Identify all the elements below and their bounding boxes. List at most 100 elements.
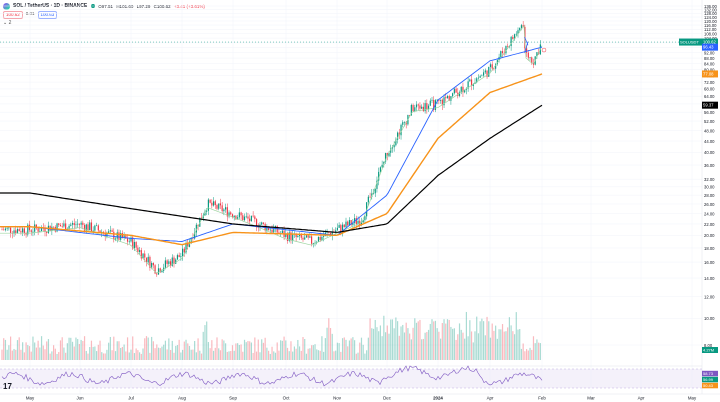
volume-bar bbox=[262, 342, 265, 360]
volume-bar bbox=[140, 353, 142, 360]
volume-bar bbox=[15, 349, 17, 360]
candle-body bbox=[472, 84, 474, 86]
candle-body bbox=[230, 212, 232, 215]
candle-body bbox=[395, 139, 397, 146]
candle-body bbox=[338, 225, 340, 228]
volume-bar bbox=[269, 353, 271, 360]
y-tick-label: 56.00 bbox=[704, 110, 715, 115]
candle-body bbox=[295, 233, 297, 238]
volume-bar bbox=[345, 339, 347, 360]
candle-body bbox=[427, 105, 430, 110]
sell-button[interactable]: 100.62 bbox=[3, 11, 23, 19]
volume-bar bbox=[37, 340, 39, 360]
y-tick-label: 88.00 bbox=[704, 56, 715, 61]
x-tick-label: May bbox=[26, 396, 35, 401]
candle-body bbox=[183, 248, 185, 253]
volume-bar bbox=[419, 319, 421, 360]
candle-body bbox=[323, 236, 325, 237]
volume-bar bbox=[479, 321, 481, 360]
candle-body bbox=[221, 205, 223, 212]
candle-body bbox=[228, 212, 230, 217]
volume-bar bbox=[231, 345, 234, 360]
volume-bar bbox=[163, 344, 165, 360]
volume-bar bbox=[1, 349, 3, 360]
candle-body bbox=[200, 217, 203, 219]
candle-body bbox=[341, 224, 344, 232]
volume-bar bbox=[510, 325, 512, 360]
volume-bar bbox=[199, 350, 201, 360]
candle-body bbox=[409, 115, 411, 116]
candle-body bbox=[77, 223, 79, 225]
candle-body bbox=[458, 92, 461, 96]
volume-bar bbox=[417, 321, 419, 360]
volume-bar bbox=[424, 332, 426, 360]
y-tick-label: 40.00 bbox=[704, 150, 715, 155]
volume-bar bbox=[519, 329, 521, 360]
candle-body bbox=[255, 219, 258, 228]
volume-bar bbox=[390, 319, 392, 360]
volume-bar bbox=[200, 353, 203, 360]
buy-button[interactable]: 100.63 bbox=[37, 11, 58, 19]
candle-body bbox=[30, 230, 32, 232]
volume-bar bbox=[59, 340, 62, 360]
candle-body bbox=[231, 214, 234, 218]
candle-body bbox=[393, 145, 395, 148]
volume-tag-value: 4.27M bbox=[703, 348, 714, 353]
candle-body bbox=[73, 223, 75, 226]
volume-bar bbox=[445, 323, 447, 360]
candle-body bbox=[512, 36, 514, 39]
candle-body bbox=[123, 235, 125, 238]
candle-body bbox=[526, 48, 528, 53]
candle-body bbox=[87, 224, 89, 230]
volume-bar bbox=[147, 337, 149, 360]
volume-bar bbox=[185, 339, 187, 360]
volume-bar bbox=[384, 332, 387, 360]
volume-bar bbox=[278, 350, 280, 360]
volume-bar bbox=[159, 348, 161, 360]
volume-bar bbox=[347, 346, 349, 360]
volume-bar bbox=[529, 347, 531, 360]
y-tick-label: 20.00 bbox=[704, 233, 715, 238]
candle-body bbox=[292, 234, 294, 241]
indicators-toggle[interactable]: ⌄ 2 bbox=[3, 20, 12, 26]
volume-bar bbox=[82, 341, 84, 360]
volume-bar bbox=[498, 329, 500, 360]
volume-bar bbox=[77, 339, 79, 360]
candle-body bbox=[436, 99, 438, 101]
volume-bar bbox=[360, 337, 363, 360]
volume-bar bbox=[109, 336, 111, 360]
candle-body bbox=[99, 230, 101, 233]
candle-body bbox=[142, 253, 144, 259]
volume-bar bbox=[434, 320, 437, 360]
volume-bar bbox=[135, 348, 137, 360]
price-tag bbox=[702, 43, 718, 51]
volume-bar bbox=[453, 328, 455, 360]
candle-body bbox=[278, 232, 280, 234]
candle-body bbox=[331, 231, 333, 236]
candle-body bbox=[505, 45, 507, 54]
volume-bar bbox=[321, 336, 323, 360]
y-tick-label: 132.00 bbox=[704, 7, 717, 12]
volume-bar bbox=[58, 352, 60, 360]
volume-bar bbox=[42, 345, 44, 360]
candle-body bbox=[522, 25, 524, 27]
volume-bar bbox=[477, 333, 480, 360]
volume-bar bbox=[30, 351, 32, 360]
price-tag-value: 77.08 bbox=[703, 71, 714, 76]
candle-body bbox=[219, 203, 222, 206]
candle-body bbox=[166, 260, 168, 264]
candle-body bbox=[133, 241, 136, 249]
volume-bar bbox=[53, 345, 55, 360]
volume-bar bbox=[391, 319, 394, 360]
x-tick-label: Sep bbox=[229, 396, 237, 401]
candle-body bbox=[489, 64, 492, 68]
volume-bar bbox=[207, 342, 209, 360]
volume-bar bbox=[410, 339, 412, 360]
candle-body bbox=[388, 152, 390, 157]
volume-bar bbox=[209, 348, 211, 360]
candle-body bbox=[161, 270, 163, 273]
volume-bar bbox=[312, 345, 314, 360]
candle-body bbox=[345, 221, 347, 228]
candle-body bbox=[510, 36, 512, 47]
